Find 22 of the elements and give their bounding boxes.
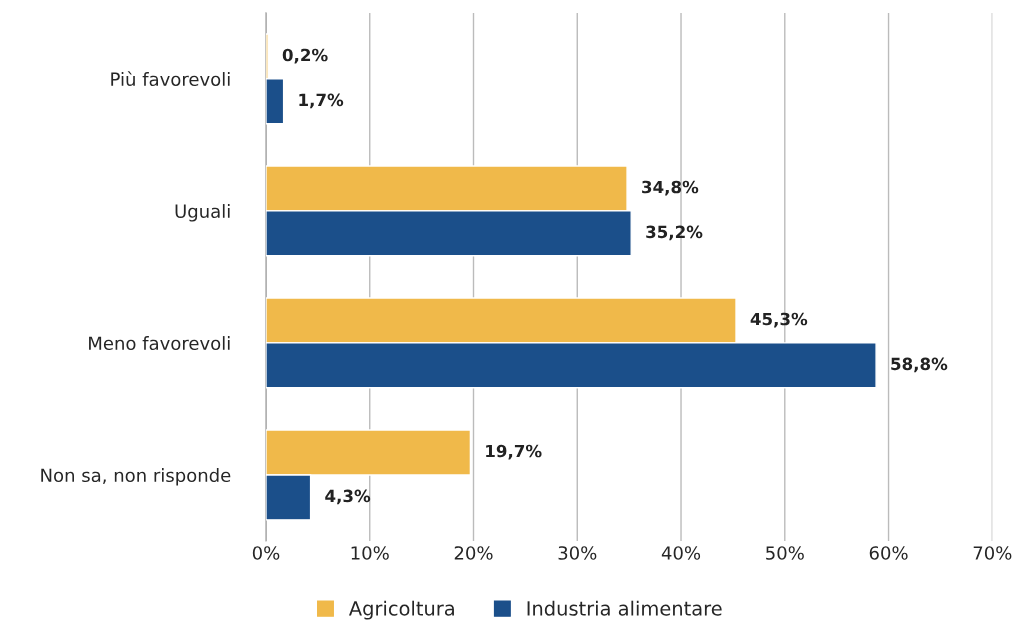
data-label: 19,7%: [486, 444, 542, 460]
data-label: 34,8%: [642, 180, 699, 196]
x-tick-label: 70%: [973, 546, 1012, 560]
data-label: 1,7%: [299, 93, 344, 109]
legend-label: Agricoltura: [348, 600, 454, 620]
y-tick-label: Più favorevoli: [111, 71, 230, 87]
x-tick-label: 40%: [661, 546, 701, 560]
data-label: 45,3%: [750, 312, 808, 328]
legend-label: Industria alimentare: [527, 600, 722, 616]
x-tick-label: 50%: [766, 546, 804, 560]
data-label: 35,2%: [646, 225, 703, 241]
x-tick-label: 0%: [252, 546, 280, 560]
data-label: 4,3%: [325, 489, 371, 505]
y-tick-label: Meno favorevoli: [89, 336, 230, 351]
data-label: 58,8%: [891, 357, 948, 373]
y-tick-label: Non sa, non risponde: [41, 468, 231, 486]
x-tick-label: 30%: [558, 546, 597, 560]
x-tick-label: 10%: [351, 546, 389, 560]
x-tick-label: 60%: [869, 546, 908, 560]
y-tick-label: Uguali: [175, 204, 230, 222]
data-label: 0,2%: [282, 48, 328, 64]
x-tick-label: 20%: [454, 546, 493, 560]
